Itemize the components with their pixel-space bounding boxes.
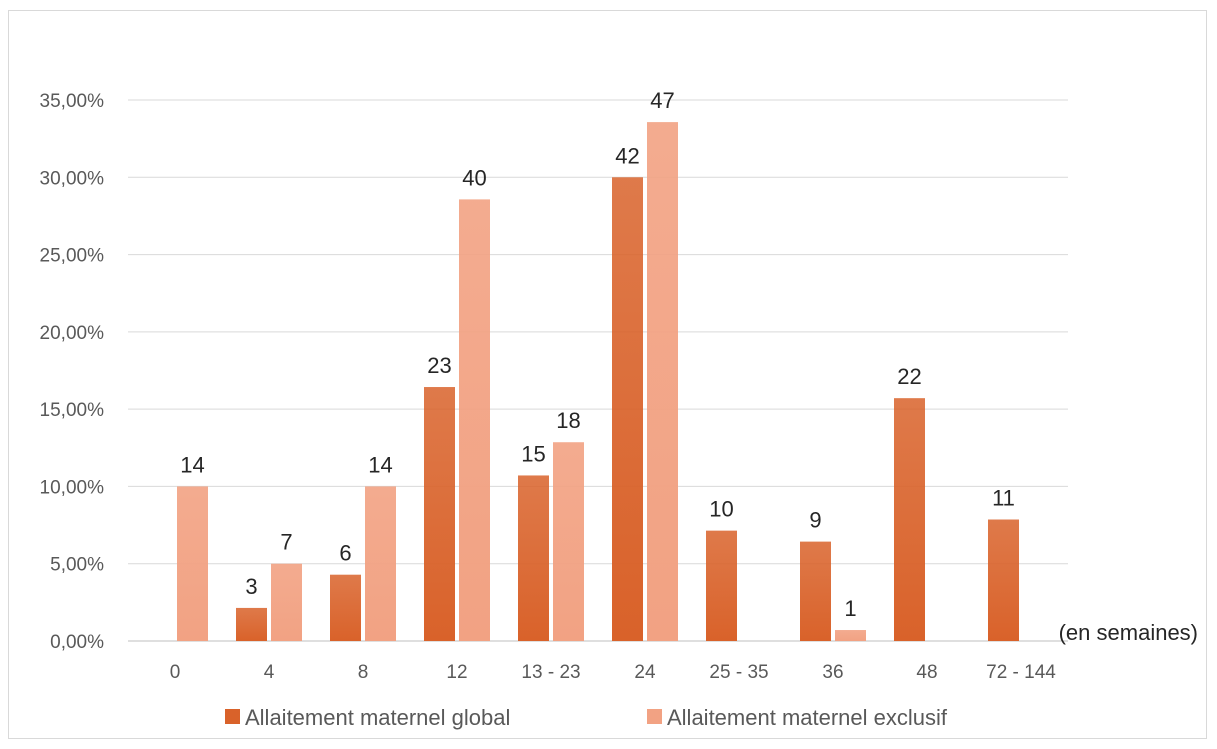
- y-tick-label: 30,00%: [40, 168, 105, 189]
- data-label-global-2: 6: [339, 541, 351, 566]
- bar-global-6: [706, 530, 737, 641]
- y-tick-label: 20,00%: [40, 323, 105, 344]
- data-label-global-1: 3: [245, 574, 257, 599]
- bar-global-2: [330, 574, 361, 641]
- bar-global-8: [894, 398, 925, 641]
- y-tick-label: 10,00%: [40, 477, 105, 498]
- data-label-exclusif-5: 47: [650, 88, 674, 113]
- data-label-exclusif-0: 14: [180, 452, 204, 477]
- x-tick-label: 72 - 144: [986, 662, 1056, 683]
- data-label-global-6: 10: [709, 497, 733, 522]
- bar-global-4: [518, 475, 549, 641]
- bar-exclusif-4: [553, 442, 584, 641]
- y-tick-label: 35,00%: [40, 91, 105, 112]
- data-label-global-3: 23: [427, 353, 451, 378]
- gridlines: [128, 99, 1068, 642]
- legend-label-global: Allaitement maternel global: [245, 705, 510, 730]
- data-label-exclusif-2: 14: [368, 452, 392, 477]
- data-label-exclusif-7: 1: [844, 596, 856, 621]
- bar-exclusif-7: [835, 630, 866, 641]
- x-tick-label: 0: [170, 662, 181, 683]
- y-tick-label: 25,00%: [40, 246, 105, 267]
- x-tick-label: 12: [446, 662, 467, 683]
- bar-global-3: [424, 387, 455, 641]
- data-label-exclusif-3: 40: [462, 165, 486, 190]
- data-labels: 14 37 6 14 23 40 15 18 42 47 10 9 1 22 11: [180, 88, 1015, 621]
- x-tick-label: 4: [264, 662, 275, 683]
- data-label-exclusif-4: 18: [556, 408, 580, 433]
- bar-exclusif-5: [647, 122, 678, 642]
- x-tick-label: 25 - 35: [709, 662, 768, 683]
- bar-global-1: [236, 607, 267, 641]
- data-label-global-7: 9: [809, 508, 821, 533]
- data-label-global-4: 15: [521, 441, 545, 466]
- bar-global-7: [800, 541, 831, 641]
- legend-label-exclusif: Allaitement maternel exclusif: [667, 705, 948, 730]
- x-axis-ticks: 0 4 8 12 13 - 23 24 25 - 35 36 48 72 - 144: [170, 662, 1057, 683]
- data-label-global-8: 22: [897, 364, 921, 389]
- y-axis-ticks: 0,00% 5,00% 10,00% 15,00% 20,00% 25,00% 30,00%…: [40, 91, 105, 653]
- bar-global-9: [988, 519, 1019, 641]
- bar-exclusif-2: [365, 486, 396, 641]
- data-label-global-5: 42: [615, 143, 639, 168]
- bar-global-5: [612, 177, 643, 642]
- bar-exclusif-3: [459, 199, 490, 641]
- bar-exclusif-0: [177, 486, 208, 641]
- x-axis-unit-label: (en semaines): [1059, 620, 1198, 645]
- legend: Allaitement maternel global Allaitement …: [225, 705, 948, 730]
- x-tick-label: 48: [916, 662, 937, 683]
- legend-swatch-global: [225, 709, 240, 724]
- x-tick-label: 13 - 23: [521, 662, 580, 683]
- y-tick-label: 5,00%: [50, 555, 104, 576]
- legend-swatch-exclusif: [647, 709, 662, 724]
- x-tick-label: 8: [358, 662, 369, 683]
- y-tick-label: 15,00%: [40, 400, 105, 421]
- y-tick-label: 0,00%: [50, 632, 104, 653]
- data-label-exclusif-1: 7: [280, 530, 292, 555]
- x-tick-label: 36: [822, 662, 843, 683]
- data-label-global-9: 11: [992, 486, 1015, 511]
- bar-exclusif-1: [271, 563, 302, 641]
- bars: [177, 122, 1019, 642]
- x-tick-label: 24: [634, 662, 656, 683]
